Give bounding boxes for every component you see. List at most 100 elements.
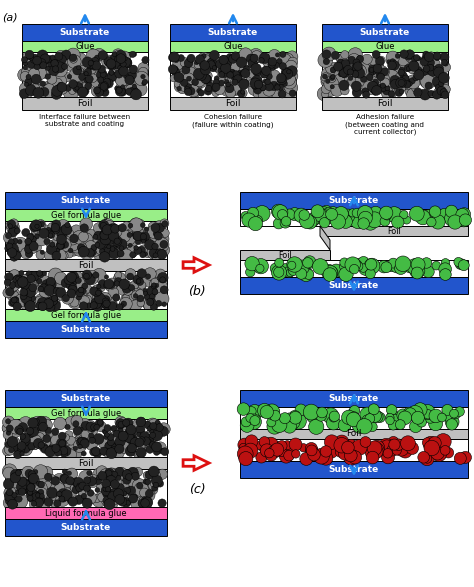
Circle shape <box>394 82 401 89</box>
Circle shape <box>89 428 97 436</box>
Circle shape <box>7 276 14 284</box>
Circle shape <box>33 470 38 474</box>
Circle shape <box>36 416 47 427</box>
Circle shape <box>48 233 53 238</box>
Circle shape <box>72 478 81 487</box>
Circle shape <box>111 65 116 69</box>
Circle shape <box>25 484 36 496</box>
Circle shape <box>10 437 19 446</box>
Circle shape <box>114 272 126 284</box>
Circle shape <box>21 286 30 295</box>
Circle shape <box>432 261 441 270</box>
Circle shape <box>78 436 87 444</box>
Circle shape <box>213 79 219 85</box>
Circle shape <box>30 438 41 449</box>
Circle shape <box>237 446 253 462</box>
Circle shape <box>129 494 137 503</box>
Circle shape <box>70 298 79 307</box>
Circle shape <box>34 85 42 92</box>
Circle shape <box>270 70 277 78</box>
Circle shape <box>58 482 67 491</box>
Circle shape <box>3 496 17 510</box>
Circle shape <box>321 77 330 86</box>
Circle shape <box>73 53 87 66</box>
Circle shape <box>202 75 212 84</box>
Circle shape <box>327 267 338 278</box>
Circle shape <box>107 434 114 440</box>
Circle shape <box>357 205 373 221</box>
Circle shape <box>26 427 34 435</box>
Circle shape <box>288 265 298 275</box>
Circle shape <box>56 227 67 238</box>
Circle shape <box>160 277 165 283</box>
Bar <box>5 259 167 271</box>
Circle shape <box>337 60 347 70</box>
Circle shape <box>237 70 242 75</box>
Circle shape <box>38 481 45 488</box>
Circle shape <box>2 423 12 433</box>
Circle shape <box>23 52 31 60</box>
Circle shape <box>248 59 257 68</box>
Circle shape <box>112 490 121 499</box>
Circle shape <box>406 66 411 71</box>
Circle shape <box>55 272 67 285</box>
Circle shape <box>19 275 29 284</box>
Circle shape <box>21 66 34 79</box>
Circle shape <box>59 52 72 64</box>
Circle shape <box>110 247 115 251</box>
Circle shape <box>330 214 346 229</box>
Circle shape <box>21 298 34 311</box>
Circle shape <box>146 418 158 430</box>
Circle shape <box>24 273 34 282</box>
Circle shape <box>142 56 149 63</box>
Circle shape <box>434 75 448 90</box>
Circle shape <box>207 59 214 66</box>
Circle shape <box>324 76 339 91</box>
Circle shape <box>56 234 66 244</box>
Circle shape <box>155 424 164 431</box>
Circle shape <box>102 429 106 433</box>
Circle shape <box>307 410 320 423</box>
Circle shape <box>139 488 149 497</box>
Circle shape <box>274 85 280 90</box>
Circle shape <box>79 437 89 447</box>
Text: Glue: Glue <box>223 42 243 51</box>
Circle shape <box>109 476 122 488</box>
Circle shape <box>405 85 416 96</box>
Circle shape <box>117 282 131 296</box>
Circle shape <box>20 433 30 443</box>
Circle shape <box>388 53 398 63</box>
Circle shape <box>413 417 422 427</box>
Circle shape <box>382 451 395 464</box>
Circle shape <box>394 72 409 86</box>
Circle shape <box>311 205 324 218</box>
Circle shape <box>151 224 164 237</box>
Circle shape <box>99 292 111 305</box>
Circle shape <box>125 65 137 77</box>
Circle shape <box>38 279 48 289</box>
Circle shape <box>286 448 296 457</box>
Circle shape <box>23 83 36 97</box>
Circle shape <box>260 82 273 95</box>
Circle shape <box>25 470 33 478</box>
Circle shape <box>20 88 32 100</box>
Circle shape <box>89 74 97 82</box>
Circle shape <box>246 268 255 277</box>
Circle shape <box>329 413 337 422</box>
Circle shape <box>114 238 120 244</box>
Circle shape <box>355 258 364 267</box>
Circle shape <box>59 440 66 447</box>
Circle shape <box>127 443 137 453</box>
Circle shape <box>135 289 146 300</box>
Circle shape <box>383 212 392 220</box>
Circle shape <box>241 69 250 78</box>
Circle shape <box>64 58 78 72</box>
Circle shape <box>53 232 62 241</box>
Circle shape <box>137 440 146 449</box>
Circle shape <box>82 498 92 508</box>
Circle shape <box>34 429 47 441</box>
Circle shape <box>82 284 92 294</box>
Circle shape <box>78 287 86 295</box>
Circle shape <box>55 63 60 68</box>
Circle shape <box>148 426 154 431</box>
